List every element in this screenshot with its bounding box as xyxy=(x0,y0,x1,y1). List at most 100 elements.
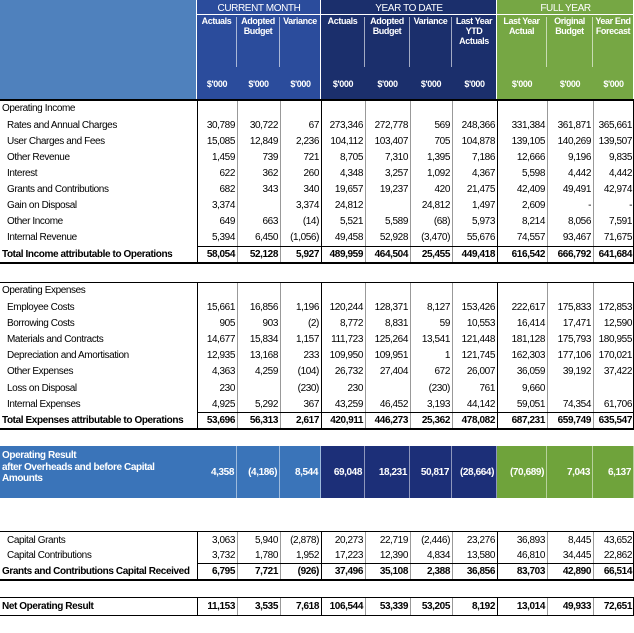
row-label: Other Expenses xyxy=(7,366,74,378)
cell-value: 13,168 xyxy=(249,350,279,362)
cell-value: 1,780 xyxy=(254,550,278,561)
unit-label: $'000 xyxy=(332,79,354,90)
total-value: 25,362 xyxy=(421,415,451,426)
column-header: Variance xyxy=(280,17,321,67)
cell-value: 23,276 xyxy=(466,535,496,546)
cell-value: 14,677 xyxy=(206,333,236,345)
column-rule xyxy=(547,282,548,429)
cell-value: 4,834 xyxy=(426,550,450,561)
total-label: Net Operating Result xyxy=(2,601,94,612)
cell-value: 9,835 xyxy=(608,151,632,163)
unit-label: $'000 xyxy=(511,79,533,90)
cell-value: 46,810 xyxy=(516,550,546,561)
cell-value: 46,452 xyxy=(379,398,409,410)
column-rule xyxy=(280,597,281,615)
result-title: Operating Result xyxy=(2,449,77,461)
cell-value: 4,348 xyxy=(339,167,363,179)
cell-value: 331,384 xyxy=(511,119,546,131)
group-header: YEAR TO DATE xyxy=(321,2,497,15)
cell-value: 74,354 xyxy=(562,398,592,410)
column-rule xyxy=(321,100,322,263)
cell-value xyxy=(547,380,593,396)
total-value: 420,911 xyxy=(330,415,363,426)
column-rule xyxy=(547,100,548,263)
result-value: (28,664) xyxy=(452,446,497,498)
total-value: 36,856 xyxy=(466,566,496,577)
cell-value: 682 xyxy=(219,183,236,195)
cell-value: 622 xyxy=(219,167,236,179)
cell-value: 153,426 xyxy=(461,301,496,313)
cell-value: 222,617 xyxy=(511,301,546,313)
row-label: Capital Grants xyxy=(7,535,66,546)
column-header: Adopted Budget xyxy=(365,17,410,67)
cell-value: 16,856 xyxy=(249,301,279,313)
cell-value: 39,192 xyxy=(562,366,592,378)
cell-value: 2,609 xyxy=(521,199,545,211)
cell-value xyxy=(365,380,410,396)
row-label: Loss on Disposal xyxy=(7,382,77,394)
column-rule xyxy=(497,100,498,263)
result-value: 50,817 xyxy=(410,446,452,498)
column-rule xyxy=(237,531,238,580)
unit-label: $'000 xyxy=(377,79,398,90)
total-rule xyxy=(197,563,634,564)
cell-value: 420 xyxy=(434,183,451,195)
cell-value: 36,893 xyxy=(516,535,546,546)
cell-value: 903 xyxy=(262,317,279,329)
cell-value: 5,394 xyxy=(211,231,235,243)
cell-value: - xyxy=(629,199,632,211)
cell-value: 739 xyxy=(262,151,279,163)
cell-value: 42,974 xyxy=(603,183,633,195)
total-value: 11,153 xyxy=(207,601,235,612)
column-rule xyxy=(197,597,198,615)
block-bottom xyxy=(0,615,634,616)
cell-value: 365,661 xyxy=(598,119,633,131)
total-rule xyxy=(197,412,634,413)
group-header-bg xyxy=(497,0,634,99)
column-header: Last Year Actual xyxy=(497,17,547,67)
cell-value: 4,259 xyxy=(254,366,278,378)
column-rule xyxy=(497,282,498,429)
column-rule xyxy=(547,597,548,615)
cell-value: 663 xyxy=(262,215,279,227)
cell-value: 172,853 xyxy=(598,301,633,313)
cell-value: 181,128 xyxy=(511,333,546,345)
cell-value: 13,580 xyxy=(466,550,496,561)
cell-value: 8,772 xyxy=(339,317,363,329)
result-value: (70,689) xyxy=(497,446,547,498)
unit-label: $'000 xyxy=(464,79,485,90)
column-rule xyxy=(593,597,594,615)
cell-value: 12,390 xyxy=(379,550,409,561)
cell-value: 230 xyxy=(219,382,236,394)
total-value: 6,795 xyxy=(211,566,235,577)
result-value: (4,186) xyxy=(237,446,280,498)
cell-value: 109,951 xyxy=(374,350,409,362)
cell-value: 3,374 xyxy=(295,199,319,211)
column-header: Adopted Budget xyxy=(237,17,280,67)
cell-value: 20,273 xyxy=(334,535,364,546)
column-rule xyxy=(365,531,366,580)
cell-value: 59 xyxy=(439,317,451,329)
cell-value: 139,507 xyxy=(598,135,633,147)
unit-label: $'000 xyxy=(420,79,442,90)
cell-value: 120,244 xyxy=(329,301,364,313)
cell-value: 37,422 xyxy=(603,366,633,378)
column-rule xyxy=(280,531,281,580)
cell-value: 4,367 xyxy=(471,167,495,179)
column-rule xyxy=(452,531,453,580)
cell-value: 44,142 xyxy=(466,398,496,410)
cell-value: 8,445 xyxy=(567,535,591,546)
total-value: 666,792 xyxy=(557,249,592,260)
result-value: 18,231 xyxy=(365,446,410,498)
cell-value: 22,862 xyxy=(603,550,633,561)
row-label: Depreciation and Amortisation xyxy=(7,350,129,362)
cell-value xyxy=(593,380,634,396)
block-bottom xyxy=(0,580,634,581)
total-value: 3,535 xyxy=(254,601,278,612)
total-value: 52,128 xyxy=(249,249,279,260)
cell-value: (68) xyxy=(433,215,451,227)
row-label: Gain on Disposal xyxy=(7,199,77,211)
cell-value: (230) xyxy=(297,382,320,394)
cell-value: 121,745 xyxy=(461,350,496,362)
